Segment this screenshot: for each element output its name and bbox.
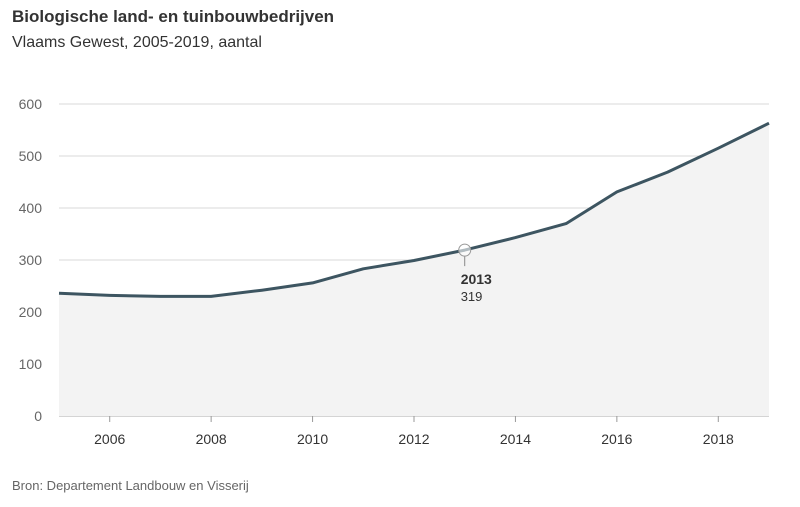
- y-tick-label: 300: [19, 252, 43, 268]
- tooltip-annotation: 2013 319: [458, 243, 492, 304]
- x-tick-label: 2018: [703, 431, 734, 447]
- y-axis: 0 100 200 300 400 500 600: [19, 96, 43, 424]
- x-tick-label: 2016: [601, 431, 632, 447]
- annotation-year: 2013: [461, 271, 492, 287]
- y-tick-label: 400: [19, 200, 43, 216]
- y-tick-label: 200: [19, 304, 43, 320]
- y-tick-label: 600: [19, 96, 43, 112]
- x-tick-label: 2008: [196, 431, 227, 447]
- area-fill: [59, 123, 769, 416]
- chart-title: Biologische land- en tuinbouwbedrijven: [12, 7, 335, 26]
- x-tick-label: 2012: [398, 431, 429, 447]
- y-tick-label: 0: [34, 408, 42, 424]
- x-tick-label: 2010: [297, 431, 328, 447]
- annotation-marker[interactable]: [458, 243, 472, 257]
- y-tick-label: 500: [19, 148, 43, 164]
- annotation-value: 319: [461, 289, 483, 304]
- y-tick-label: 100: [19, 356, 43, 372]
- series-line: [58, 121, 770, 298]
- x-tick-label: 2006: [94, 431, 125, 447]
- x-tick-label: 2014: [500, 431, 531, 447]
- source-note: Bron: Departement Landbouw en Visserij: [12, 478, 249, 493]
- x-axis: 2006 2008 2010 2012 2014 2016 2018: [94, 416, 734, 447]
- line-chart: 0 100 200 300 400 500 600 2006 2008 2010 2012 2014…: [19, 96, 770, 447]
- chart-subtitle: Vlaams Gewest, 2005-2019, aantal: [12, 34, 262, 51]
